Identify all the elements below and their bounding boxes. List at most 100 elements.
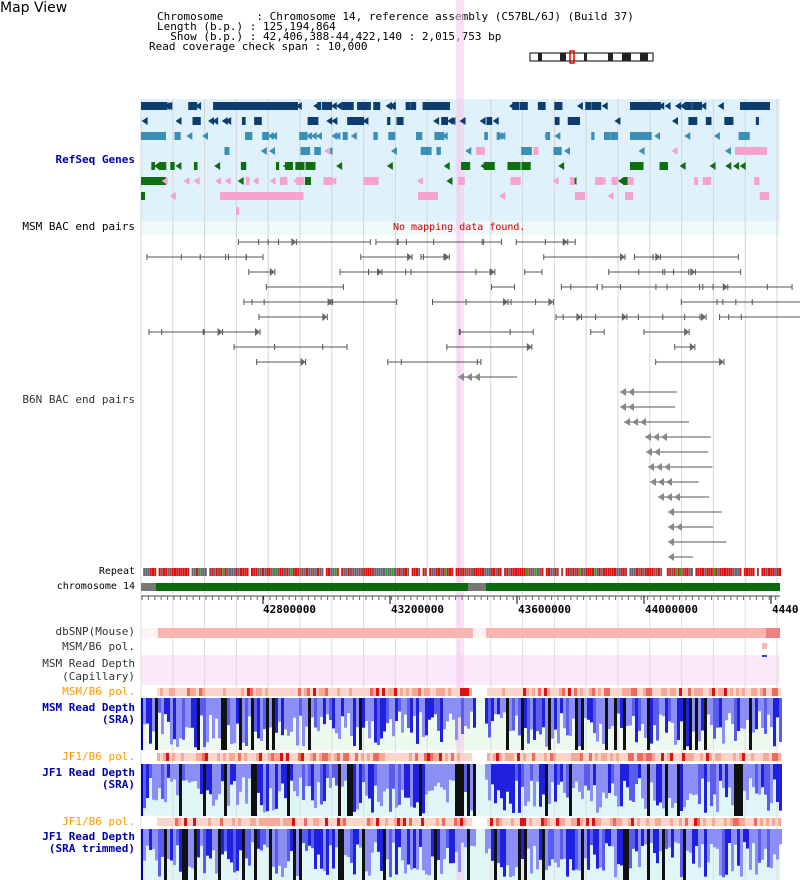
polymorphism-cell [433, 818, 436, 826]
read-depth-bar [632, 698, 635, 716]
read-depth-bar [509, 698, 512, 731]
polymorphism-cell [670, 688, 673, 696]
read-depth-bar [596, 764, 599, 813]
repeat-segment [625, 568, 627, 576]
read-depth-bar [335, 764, 338, 786]
polymorphism-cell [553, 753, 556, 761]
repeat-segment [607, 568, 610, 576]
chromosome-band-gap [468, 583, 486, 591]
repeat-segment [154, 568, 157, 576]
polymorphism-cell [277, 753, 280, 761]
repeat-segment [284, 568, 286, 576]
track-label-dbsnp: dbSNP(Mouse) [55, 625, 135, 638]
polymorphism-cell [190, 753, 193, 761]
gene-feature [738, 132, 745, 140]
repeat-segment [231, 568, 234, 576]
read-depth-bar [704, 829, 707, 877]
read-depth-bar [491, 698, 494, 722]
read-depth-bar [434, 829, 437, 880]
gene-feature [208, 117, 215, 125]
polymorphism-cell [328, 753, 331, 761]
read-depth-bar [527, 698, 530, 744]
read-depth-bar [200, 698, 203, 716]
read-depth-bar [305, 829, 308, 851]
read-depth-bar [170, 764, 173, 782]
repeat-segment [433, 568, 436, 576]
polymorphism-cell [310, 818, 313, 826]
repeat-segment [537, 568, 539, 576]
polymorphism-cell [388, 688, 391, 696]
polymorphism-cell [742, 753, 745, 761]
polymorphism-cell [235, 818, 238, 826]
gene-feature [599, 177, 606, 185]
read-depth-bar [314, 764, 317, 808]
read-depth-bar [713, 698, 716, 739]
read-depth-bar [164, 829, 167, 880]
polymorphism-cell [394, 753, 397, 761]
repeat-segment [334, 568, 337, 576]
read-depth-bar [224, 698, 227, 750]
track-label-refseq[interactable]: RefSeq Genes [55, 153, 135, 166]
gene-feature [341, 102, 348, 110]
polymorphism-cell [214, 688, 217, 696]
polymorphism-cell [238, 688, 241, 696]
ideogram-band [608, 53, 613, 61]
polymorphism-cell [220, 688, 223, 696]
read-depth-bar [371, 764, 374, 813]
read-depth-bar [266, 829, 269, 848]
read-depth-bar [719, 698, 722, 728]
gene-feature [279, 177, 288, 185]
read-depth-bar [296, 829, 299, 877]
polymorphism-cell [310, 688, 313, 696]
polymorphism-cell [220, 753, 223, 761]
gene-feature [684, 102, 692, 110]
polymorphism-cell [574, 688, 577, 696]
polymorphism-cell [712, 688, 715, 696]
repeat-segment [202, 568, 205, 576]
polymorphism-cell [391, 688, 394, 696]
polymorphism-cell [682, 688, 685, 696]
polymorphism-cell [223, 818, 226, 826]
gene-feature [713, 132, 720, 140]
polymorphism-cell [376, 753, 379, 761]
gene-feature [141, 132, 166, 140]
polymorphism-cell [700, 818, 703, 826]
repeat-segment [336, 568, 339, 576]
read-depth-bar [494, 829, 497, 880]
read-depth-bar [731, 698, 734, 724]
repeat-segment [508, 568, 511, 576]
read-depth-bar [746, 764, 749, 800]
polymorphism-cell [607, 753, 610, 761]
repeat-segment [383, 568, 385, 576]
polymorphism-cell [208, 818, 211, 826]
repeat-segment [317, 568, 319, 576]
read-depth-bar [707, 764, 710, 782]
repeat-segment [435, 568, 438, 576]
read-depth-bar [545, 829, 548, 871]
polymorphism-cell [310, 753, 313, 761]
read-depth-bar [467, 764, 470, 816]
repeat-segment [686, 568, 689, 576]
polymorphism-cell [694, 753, 697, 761]
read-depth-bar [185, 829, 188, 880]
repeat-segment [297, 568, 300, 576]
read-depth-bar [197, 764, 200, 789]
polymorphism-cell [694, 688, 697, 696]
bac-arrow [322, 313, 328, 321]
repeat-segment [163, 568, 165, 576]
bac-arrow [658, 493, 664, 501]
read-depth-bar [686, 829, 689, 851]
polymorphism-cell [577, 688, 580, 696]
read-depth-bar [494, 764, 497, 804]
repeat-segment [314, 568, 317, 576]
repeat-segment [253, 568, 256, 576]
polymorphism-cell [199, 688, 202, 696]
polymorphism-cell [436, 688, 439, 696]
ideogram-band [560, 53, 566, 61]
polymorphism-cell [487, 753, 490, 761]
read-depth-bar [518, 698, 521, 736]
read-depth-bar [383, 764, 386, 792]
read-depth-bar [491, 764, 494, 785]
polymorphism-cell [187, 818, 190, 826]
